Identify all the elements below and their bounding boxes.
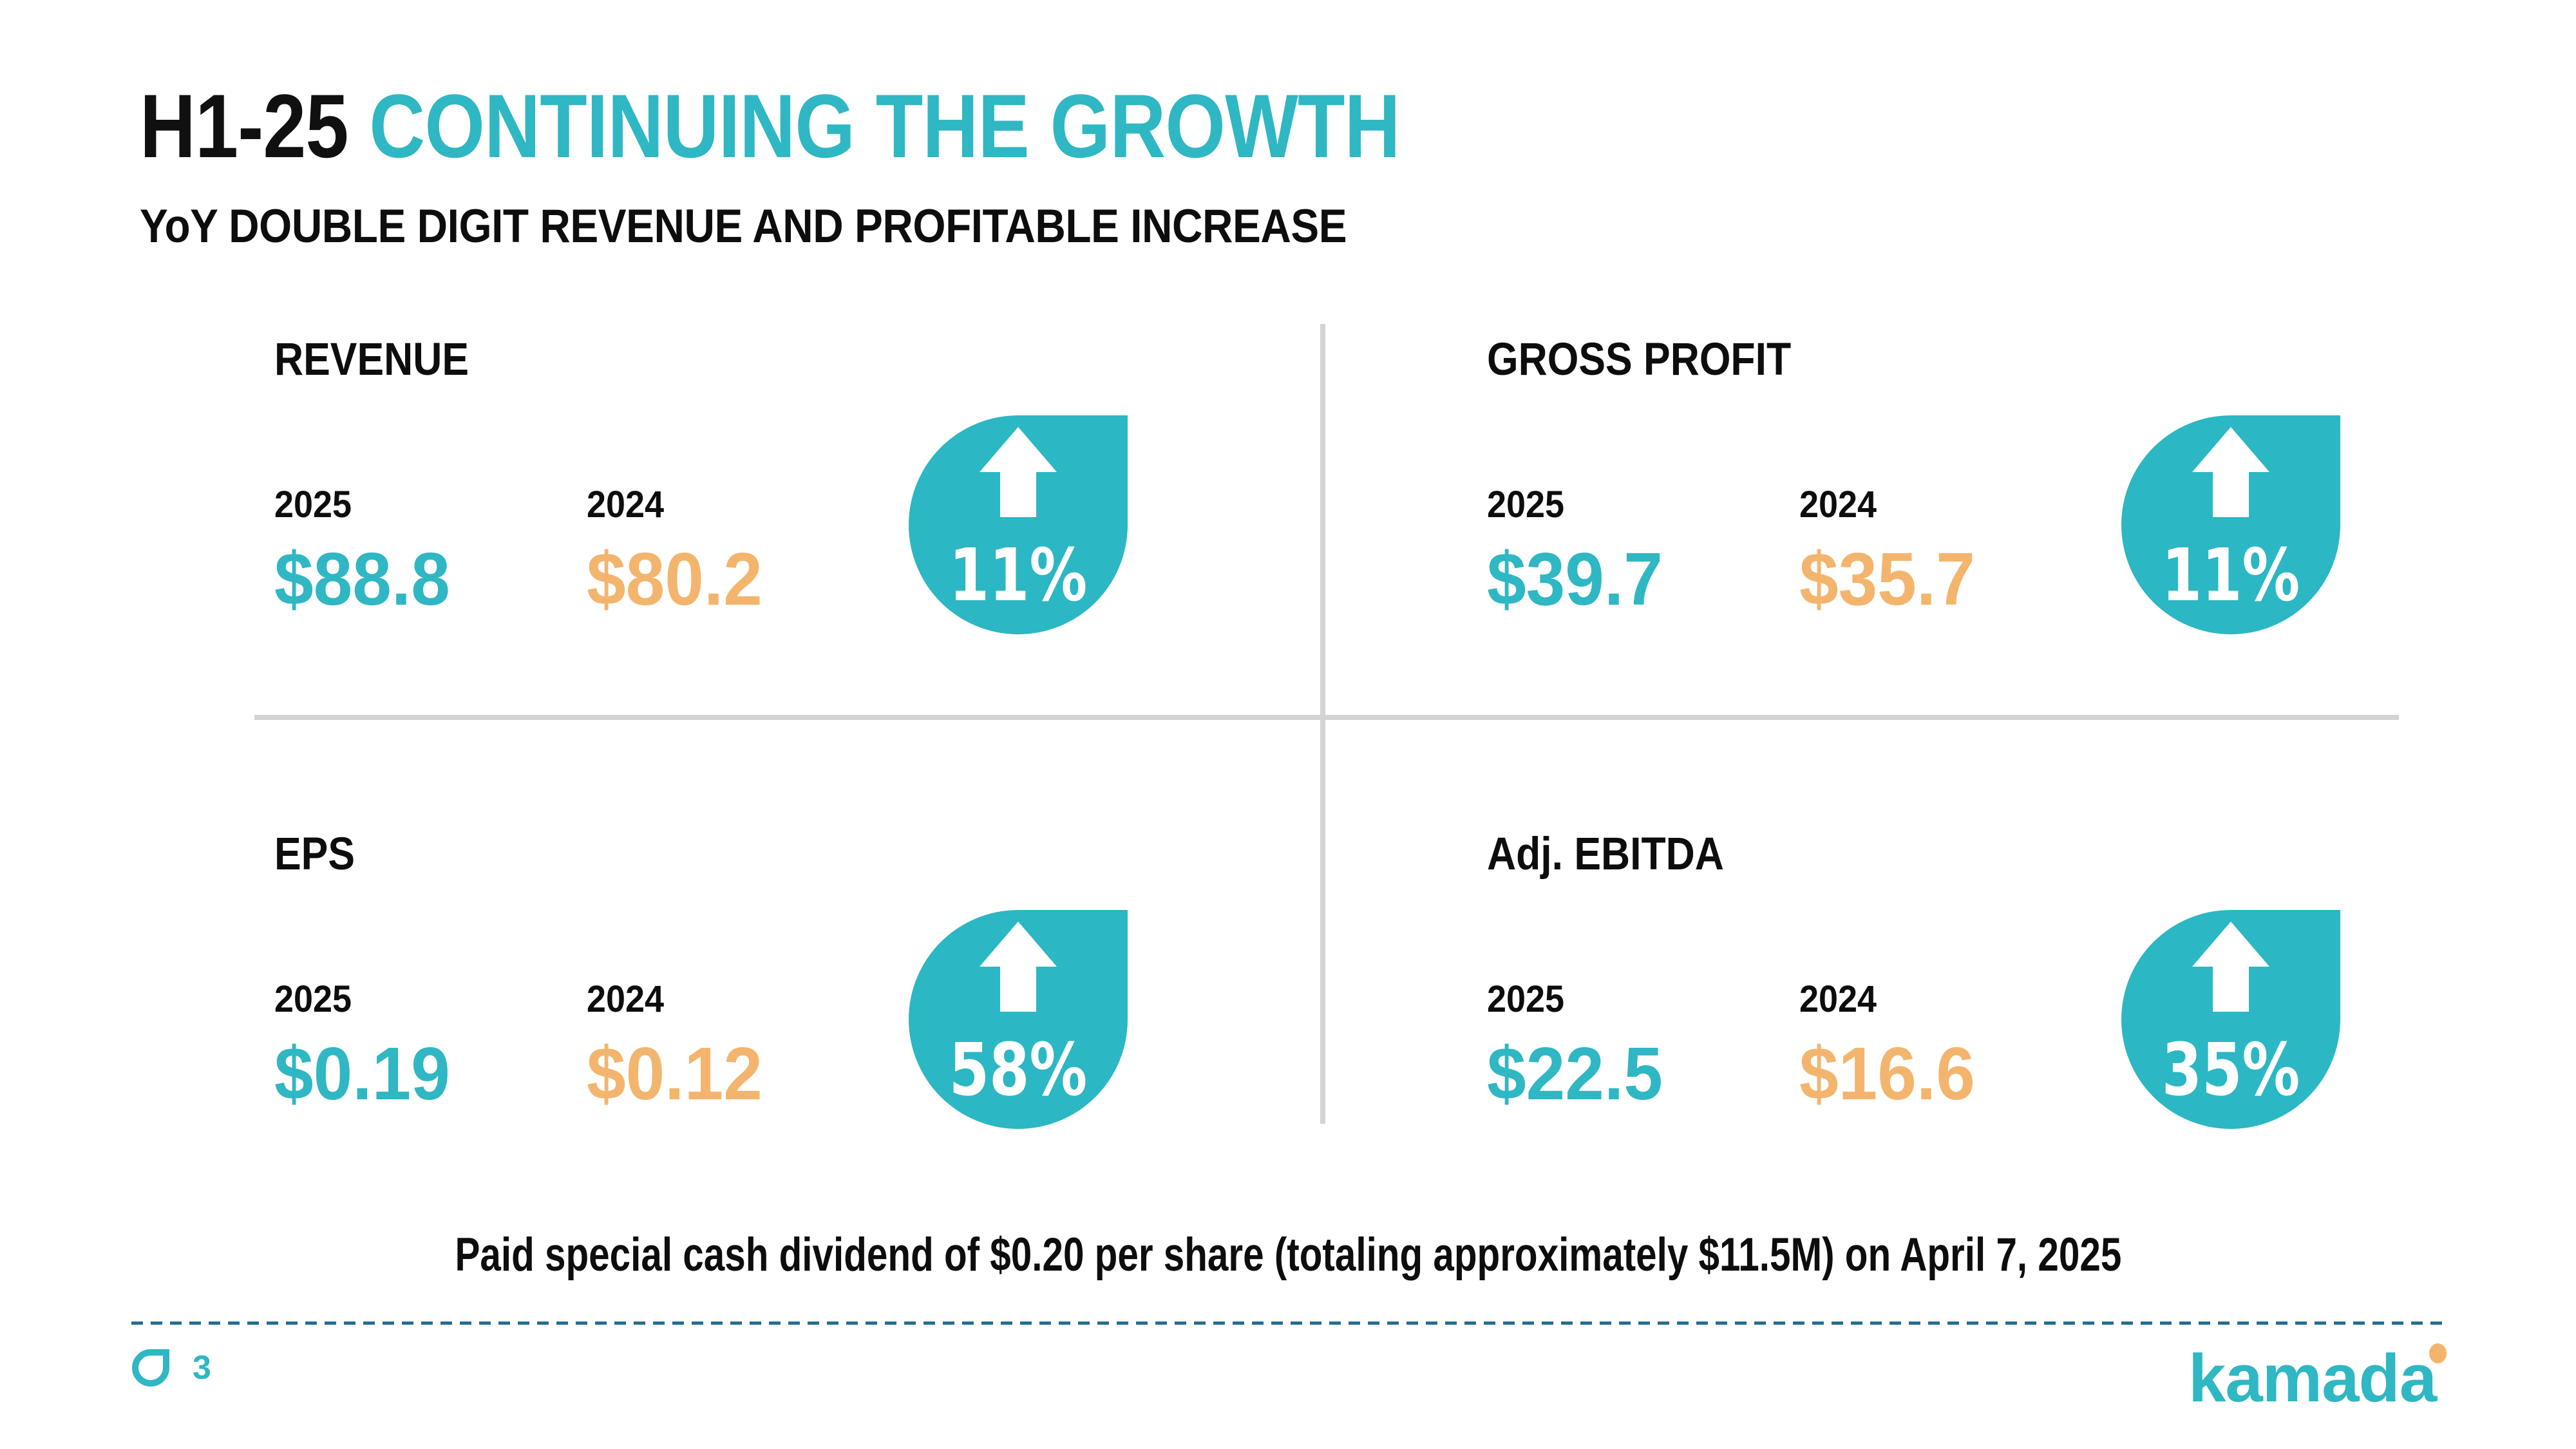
up-arrow-icon <box>980 427 1057 520</box>
metric-current: 2025 $39.7 <box>1487 325 1790 724</box>
metric-label: REVENUE <box>274 334 469 385</box>
year-label: 2025 <box>274 484 352 526</box>
metric-value-prior: $80.2 <box>587 537 762 621</box>
slide-title-highlight: CONTINUING THE GROWTH <box>369 75 1400 176</box>
metric-value-prior: $35.7 <box>1799 537 1975 621</box>
vertical-divider <box>1320 324 1325 1124</box>
metric-prior: 2024 $35.7 <box>1799 325 2102 724</box>
metric-label: GROSS PROFIT <box>1487 334 1792 385</box>
up-arrow-icon <box>2192 427 2269 520</box>
year-label: 2025 <box>1487 484 1564 526</box>
metric-value-current: $39.7 <box>1487 537 1663 621</box>
change-badge: 58% <box>909 910 1128 1129</box>
up-arrow-icon <box>980 922 1057 1015</box>
metric-panel-gross-profit: GROSS PROFIT 2025 $39.7 2024 $35.7 11% <box>1487 325 2350 724</box>
metric-label: Adj. EBITDA <box>1487 829 1724 880</box>
change-percent: 11% <box>949 534 1088 618</box>
metric-panel-adj-ebitda: Adj. EBITDA 2025 $22.5 2024 $16.6 35% <box>1487 820 2350 1219</box>
slide-subtitle: YoY DOUBLE DIGIT REVENUE AND PROFITABLE … <box>140 200 1347 252</box>
change-badge: 35% <box>2121 910 2340 1129</box>
dividend-note: Paid special cash dividend of $0.20 per … <box>455 1229 2121 1281</box>
change-percent: 35% <box>2161 1028 2300 1112</box>
metric-prior: 2024 $0.12 <box>587 820 889 1219</box>
slide-title-prefix: H1-25 <box>140 75 370 176</box>
metric-value-current: $0.19 <box>274 1032 450 1115</box>
footer-dashed-rule <box>131 1321 2444 1325</box>
metric-panel-revenue: REVENUE 2025 $88.8 2024 $80.2 11% <box>274 325 1137 724</box>
change-percent: 58% <box>949 1028 1088 1112</box>
year-label: 2025 <box>1487 978 1564 1020</box>
metric-value-current: $88.8 <box>274 537 450 621</box>
year-label: 2025 <box>274 978 352 1020</box>
metric-current: 2025 $88.8 <box>274 325 577 724</box>
change-badge: 11% <box>2121 415 2340 634</box>
up-arrow-icon <box>2192 922 2269 1015</box>
page-number: 3 <box>193 1349 211 1387</box>
year-label: 2024 <box>587 484 664 526</box>
metric-current: 2025 $22.5 <box>1487 820 1790 1219</box>
logo-dot-icon <box>2429 1343 2447 1363</box>
metric-panel-eps: EPS 2025 $0.19 2024 $0.12 58% <box>274 820 1137 1219</box>
metric-prior: 2024 $16.6 <box>1799 820 2102 1219</box>
metric-current: 2025 $0.19 <box>274 820 577 1219</box>
metric-value-prior: $0.12 <box>587 1032 762 1115</box>
year-label: 2024 <box>1799 978 1877 1020</box>
metric-value-current: $22.5 <box>1487 1032 1663 1115</box>
horizontal-divider <box>254 715 2399 720</box>
year-label: 2024 <box>587 978 664 1020</box>
kamada-logo: kamada <box>2188 1341 2437 1416</box>
year-label: 2024 <box>1799 484 1877 526</box>
droplet-icon <box>132 1349 169 1387</box>
metric-value-prior: $16.6 <box>1799 1032 1975 1115</box>
metric-label: EPS <box>274 829 355 880</box>
change-percent: 11% <box>2161 534 2300 618</box>
slide-title: H1-25 CONTINUING THE GROWTH <box>140 81 1401 171</box>
change-badge: 11% <box>909 415 1128 634</box>
metric-prior: 2024 $80.2 <box>587 325 889 724</box>
